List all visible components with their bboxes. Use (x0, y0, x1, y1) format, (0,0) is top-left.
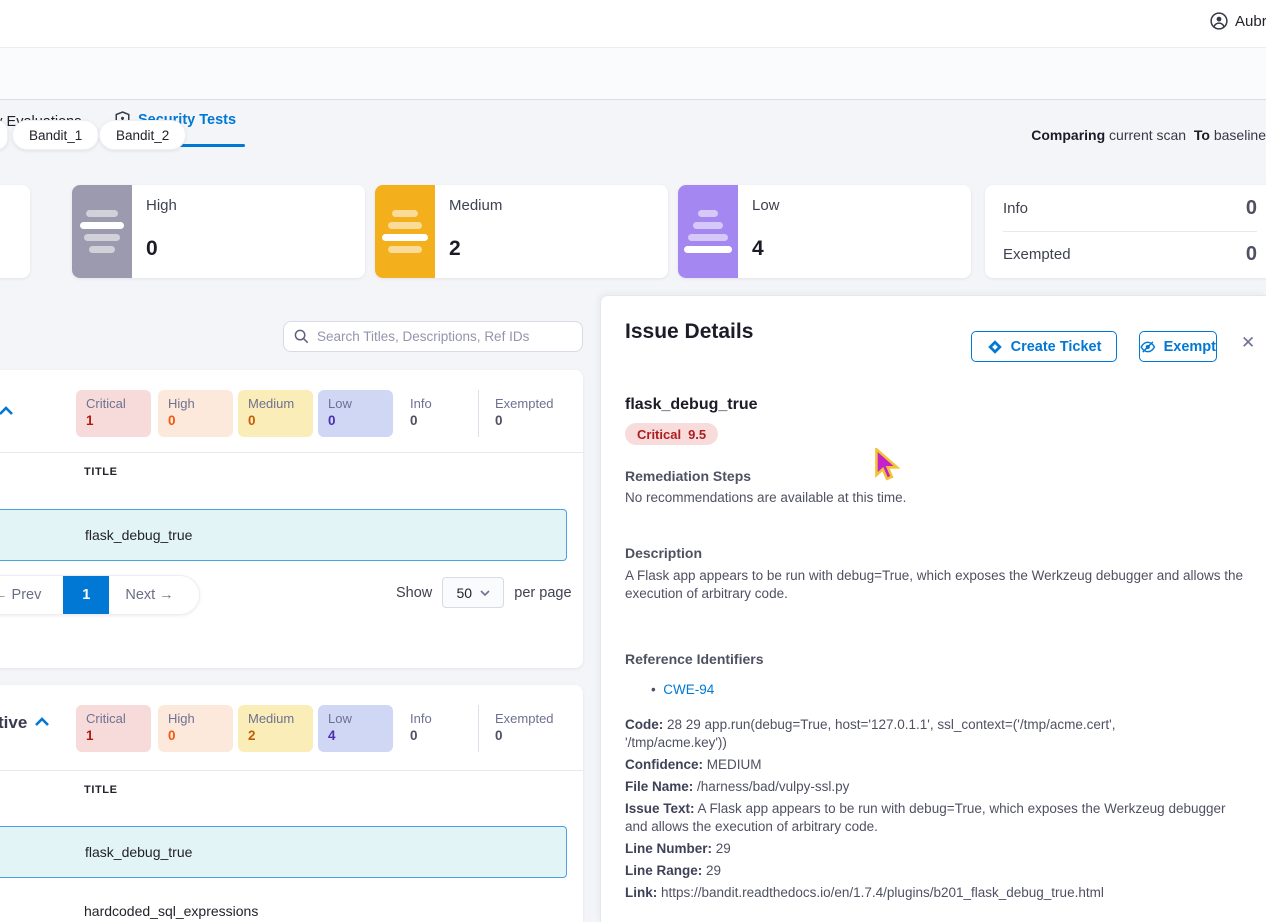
high-severity-icon (72, 185, 132, 278)
field-line-range: Line Range: 29 (625, 863, 722, 878)
per-page-label: per page (514, 584, 572, 601)
eye-off-icon (1140, 340, 1156, 353)
page-size-control: Show 50 per page (396, 577, 572, 608)
exempt-button[interactable]: Exempt (1139, 331, 1217, 362)
description-heading: Description (625, 545, 703, 561)
info-row: Info 0 (1003, 185, 1257, 231)
low-severity-icon (678, 185, 738, 278)
section-1-title-column-header: TITLE (84, 466, 118, 478)
exempted-value: 0 (1245, 242, 1257, 265)
mouse-cursor (872, 448, 904, 484)
field-link: Link: https://bandit.readthedocs.io/en/1… (625, 885, 1104, 900)
info-label: Info (1003, 199, 1029, 217)
create-ticket-button[interactable]: Create Ticket (971, 331, 1117, 362)
issue-details-panel: Issue Details Create Ticket Exempt ✕ fla… (600, 295, 1266, 922)
section-2-pill-exempted[interactable]: Exempted 0 (478, 705, 578, 752)
section-2-divider (0, 770, 583, 771)
user-menu[interactable]: Aubre (1210, 12, 1266, 30)
field-line-number: Line Number: 29 (625, 841, 731, 856)
exempted-label: Exempted (1003, 245, 1071, 263)
field-confidence: Confidence: MEDIUM (625, 757, 762, 772)
severity-card-medium[interactable]: Medium 2 (375, 185, 668, 278)
severity-card-critical-partial[interactable]: d (0, 185, 30, 278)
low-card-label: Low (752, 197, 780, 214)
user-name: Aubre (1235, 12, 1266, 30)
comparing-label: Comparing (1031, 127, 1106, 143)
issue-row-hardcoded-sql-expressions[interactable]: hardcoded_sql_expressions (0, 885, 567, 922)
field-code: Code: 28 29 app.run(debug=True, host='12… (625, 717, 1116, 750)
page-size-select[interactable]: 50 (442, 577, 505, 608)
severity-card-low[interactable]: Low 4 (678, 185, 971, 278)
section-2-pill-critical[interactable]: Critical 1 (76, 705, 151, 752)
medium-card-value: 2 (449, 237, 461, 260)
issue-section-2: tive Critical 1 High 0 Medium 2 Low 4 In… (0, 685, 583, 922)
section-1-pill-info[interactable]: Info 0 (410, 396, 432, 428)
severity-badge: Critical 9.5 (625, 423, 719, 445)
ticket-diamond-icon (987, 339, 1002, 354)
issue-details-title: Issue Details (625, 320, 754, 343)
to-label: To (1193, 127, 1210, 143)
totals-divider (1003, 231, 1257, 232)
section-1-collapse-chevron-icon[interactable] (0, 406, 14, 416)
section-2-pill-medium[interactable]: Medium 2 (238, 705, 313, 752)
to-value: baseline (1213, 127, 1266, 143)
info-value: 0 (1245, 196, 1257, 219)
comparing-baseline-text: Comparing current scan To baseline (1031, 127, 1266, 143)
issue-row-flask-debug-true-2[interactable]: flask_debug_true (0, 826, 567, 878)
tab-bar: cy Evaluations Security Tests (0, 48, 1266, 147)
description-text: A Flask app appears to be run with debug… (625, 568, 1244, 601)
high-card-label: High (146, 197, 177, 214)
search-box[interactable] (283, 321, 583, 352)
field-issue-text: Issue Text: A Flask app appears to be ru… (625, 801, 1226, 834)
search-input[interactable] (317, 329, 572, 344)
remediation-text: No recommendations are available at this… (625, 490, 907, 505)
field-file-name: File Name: /harness/bad/vulpy-ssl.py (625, 779, 850, 794)
user-avatar-icon (1210, 12, 1228, 30)
issue-row-title: hardcoded_sql_expressions (84, 903, 259, 919)
medium-card-label: Medium (449, 197, 503, 214)
comparing-value: current scan (1109, 127, 1187, 143)
pagination: ← Prev 1 Next → (0, 575, 200, 615)
section-2-title-column-header: TITLE (84, 784, 118, 796)
totals-card: Info 0 Exempted 0 (985, 185, 1266, 278)
top-bar: Aubre (0, 0, 1266, 48)
section-1-pill-exempted[interactable]: Exempted 0 (478, 390, 578, 437)
low-card-value: 4 (752, 237, 764, 260)
issue-row-flask-debug-true[interactable]: flask_debug_true (0, 509, 567, 561)
cwe-94-link[interactable]: CWE-94 (663, 682, 715, 697)
reference-item: • CWE-94 (651, 682, 715, 697)
reference-identifiers-heading: Reference Identifiers (625, 651, 764, 667)
section-2-pill-info[interactable]: Info 0 (410, 711, 432, 743)
current-page-button[interactable]: 1 (63, 576, 110, 614)
remediation-heading: Remediation Steps (625, 468, 752, 484)
section-1-pill-low[interactable]: Low 0 (318, 390, 393, 437)
issue-section-1: Critical 1 High 0 Medium 0 Low 0 Info 0 … (0, 370, 583, 668)
section-1-pill-high[interactable]: High 0 (158, 390, 233, 437)
section-2-pill-low[interactable]: Low 4 (318, 705, 393, 752)
section-1-divider (0, 452, 583, 453)
issue-details-content: flask_debug_true Critical 9.5 Remediatio… (625, 396, 1247, 906)
severity-card-high[interactable]: High 0 (72, 185, 365, 278)
section-2-name: tive (0, 713, 28, 732)
next-page-button[interactable]: Next → (125, 587, 174, 603)
search-icon (294, 329, 309, 344)
section-1-pill-medium[interactable]: Medium 0 (238, 390, 313, 437)
scan-chip-bandit-1[interactable]: Bandit_1 (12, 120, 100, 150)
scan-chip-bandit-2[interactable]: Bandit_2 (99, 120, 187, 150)
issue-row-title: flask_debug_true (85, 844, 193, 860)
high-card-value: 0 (146, 237, 158, 260)
show-label: Show (396, 584, 433, 601)
chevron-down-icon (480, 589, 490, 596)
section-2-collapse-chevron-icon[interactable] (34, 717, 50, 727)
section-1-pill-critical[interactable]: Critical 1 (76, 390, 151, 437)
issue-title: flask_debug_true (625, 396, 758, 413)
issue-row-title: flask_debug_true (85, 527, 193, 543)
prev-page-button[interactable]: ← Prev (0, 587, 42, 603)
exempted-row: Exempted 0 (1003, 231, 1257, 277)
close-icon[interactable]: ✕ (1241, 333, 1256, 352)
section-2-pill-high[interactable]: High 0 (158, 705, 233, 752)
medium-severity-icon (375, 185, 435, 278)
